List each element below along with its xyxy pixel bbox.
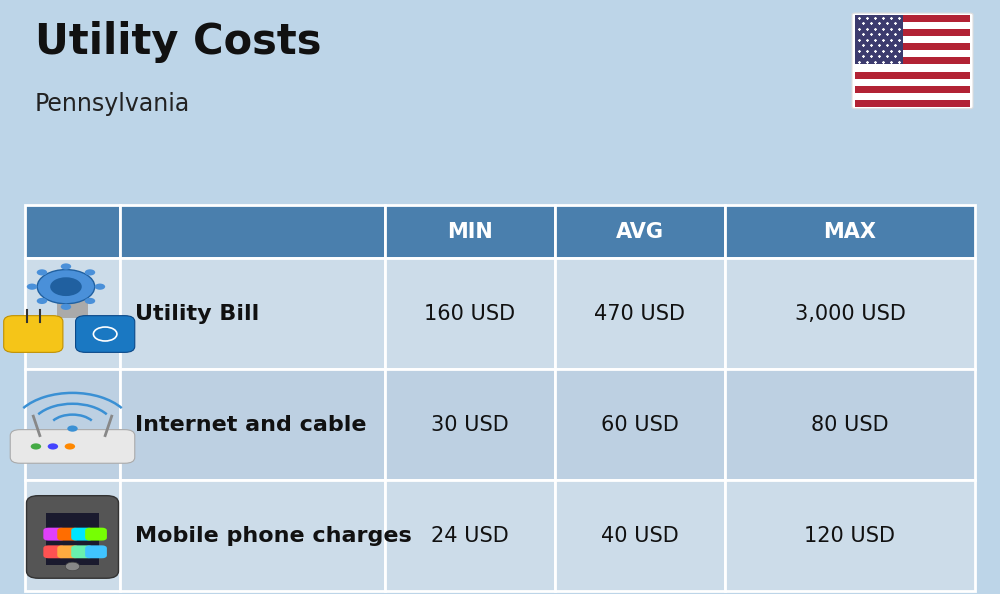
Circle shape xyxy=(37,298,47,304)
Bar xyxy=(855,15,903,64)
Bar xyxy=(25,480,120,591)
Circle shape xyxy=(37,270,95,304)
Bar xyxy=(855,29,970,36)
FancyBboxPatch shape xyxy=(85,545,107,558)
Text: 470 USD: 470 USD xyxy=(594,304,686,324)
Text: 40 USD: 40 USD xyxy=(601,526,679,546)
Text: 60 USD: 60 USD xyxy=(601,415,679,435)
Bar xyxy=(385,369,555,480)
Text: 3,000 USD: 3,000 USD xyxy=(795,304,905,324)
Bar xyxy=(855,58,970,64)
Circle shape xyxy=(65,562,80,571)
Circle shape xyxy=(31,443,41,450)
Bar xyxy=(120,369,385,480)
Bar xyxy=(555,205,725,258)
Text: 160 USD: 160 USD xyxy=(424,304,516,324)
Text: MAX: MAX xyxy=(824,222,876,242)
FancyBboxPatch shape xyxy=(27,495,118,578)
Bar xyxy=(25,205,120,258)
Bar xyxy=(855,71,970,78)
Bar xyxy=(855,100,970,107)
FancyBboxPatch shape xyxy=(71,545,93,558)
FancyBboxPatch shape xyxy=(10,429,135,463)
Bar xyxy=(855,93,970,100)
Bar xyxy=(385,205,555,258)
Bar xyxy=(855,86,970,93)
Bar xyxy=(385,258,555,369)
Circle shape xyxy=(27,283,37,290)
Circle shape xyxy=(48,443,58,450)
Circle shape xyxy=(95,283,105,290)
Bar xyxy=(855,78,970,86)
FancyBboxPatch shape xyxy=(43,527,65,541)
Bar xyxy=(25,369,120,480)
Bar xyxy=(25,258,120,369)
FancyBboxPatch shape xyxy=(852,13,973,109)
Circle shape xyxy=(67,425,78,432)
Text: Internet and cable: Internet and cable xyxy=(135,415,366,435)
Bar xyxy=(725,369,975,480)
Circle shape xyxy=(61,304,71,310)
Bar xyxy=(120,205,385,258)
Bar xyxy=(46,513,99,565)
FancyBboxPatch shape xyxy=(76,315,135,352)
Bar xyxy=(725,205,975,258)
Text: 120 USD: 120 USD xyxy=(804,526,896,546)
Bar xyxy=(725,258,975,369)
FancyBboxPatch shape xyxy=(57,527,79,541)
Circle shape xyxy=(85,269,95,276)
Text: 30 USD: 30 USD xyxy=(431,415,509,435)
Text: AVG: AVG xyxy=(616,222,664,242)
Text: 80 USD: 80 USD xyxy=(811,415,889,435)
Bar xyxy=(555,258,725,369)
FancyBboxPatch shape xyxy=(57,545,79,558)
Bar xyxy=(855,22,970,29)
Bar xyxy=(120,480,385,591)
Text: MIN: MIN xyxy=(447,222,493,242)
Bar xyxy=(855,64,970,71)
FancyBboxPatch shape xyxy=(85,527,107,541)
Circle shape xyxy=(61,263,71,270)
Bar xyxy=(555,369,725,480)
Bar xyxy=(725,480,975,591)
Bar xyxy=(855,50,970,58)
Bar xyxy=(385,480,555,591)
Circle shape xyxy=(57,272,88,290)
Bar xyxy=(555,480,725,591)
Bar xyxy=(855,15,970,22)
Text: Pennsylvania: Pennsylvania xyxy=(35,92,190,116)
Text: Mobile phone charges: Mobile phone charges xyxy=(135,526,412,546)
Circle shape xyxy=(65,443,75,450)
Bar xyxy=(57,293,88,318)
Text: 24 USD: 24 USD xyxy=(431,526,509,546)
Bar xyxy=(855,43,970,50)
Circle shape xyxy=(85,298,95,304)
FancyBboxPatch shape xyxy=(71,527,93,541)
Text: Utility Bill: Utility Bill xyxy=(135,304,259,324)
Circle shape xyxy=(50,277,82,296)
FancyBboxPatch shape xyxy=(43,545,65,558)
Text: Utility Costs: Utility Costs xyxy=(35,21,322,63)
Bar xyxy=(120,258,385,369)
FancyBboxPatch shape xyxy=(4,315,63,352)
Circle shape xyxy=(37,269,47,276)
Bar xyxy=(855,36,970,43)
